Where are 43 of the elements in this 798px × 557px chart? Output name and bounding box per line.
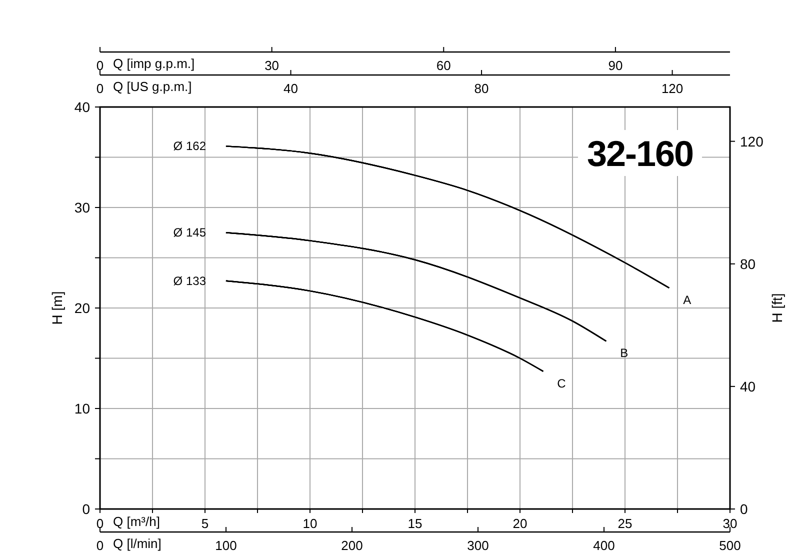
x-tick-label: 20 [512,516,528,531]
x-tick-label: 40 [284,81,298,96]
x-axis-title: Q [US g.p.m.] [113,79,192,94]
annotation: C [557,376,566,390]
x-tick-label: 80 [474,81,489,96]
y-axis-title: H [m] [49,291,65,325]
x-tick-label: 90 [608,58,623,73]
x-axis-title: Q [l/min] [113,536,162,551]
series-label: Ø 133 [173,274,206,288]
y2-tick-label: 40 [740,378,756,394]
x-tick-label: 0 [96,538,104,553]
x-tick-label: 30 [264,58,280,73]
x-tick-label: 0 [96,58,104,73]
y-tick-label: 10 [74,400,90,416]
x-tick-label: 0 [96,516,104,531]
x-tick-label: 120 [661,81,684,96]
x-axis-title: Q [imp g.p.m.] [113,56,195,71]
x-tick-label: 0 [96,81,104,96]
x-tick-label: 400 [593,538,615,553]
text: 32-160 [586,133,694,174]
x-axis-title: Q [m³/h] [113,514,160,529]
y-tick-label: 20 [74,300,90,316]
x-tick-label: 10 [302,516,318,531]
x-tick-label: 100 [215,538,237,553]
x-tick-label: 300 [467,538,489,553]
x-tick-label: 200 [341,538,363,553]
x-tick-label: 500 [719,538,741,553]
y2-axis-title: H [ft] [769,293,785,323]
x-tick-label: 25 [618,516,632,531]
annotation: A [683,292,692,307]
y2-tick-label: 80 [740,256,756,272]
y2-tick-label: 120 [740,133,764,150]
x-tick-label: 30 [722,516,738,531]
annotation: B [620,346,628,360]
x-tick-label: 15 [408,516,422,531]
series-label: Ø 145 [173,226,206,240]
y-tick-label: 0 [82,501,90,517]
y2-tick-label: 0 [740,501,748,517]
y-tick-label: 40 [74,99,90,115]
y-tick-label: 30 [74,200,90,216]
series-label: Ø 162 [173,139,206,154]
x-tick-label: 5 [201,516,209,531]
x-tick-label: 60 [436,58,451,73]
